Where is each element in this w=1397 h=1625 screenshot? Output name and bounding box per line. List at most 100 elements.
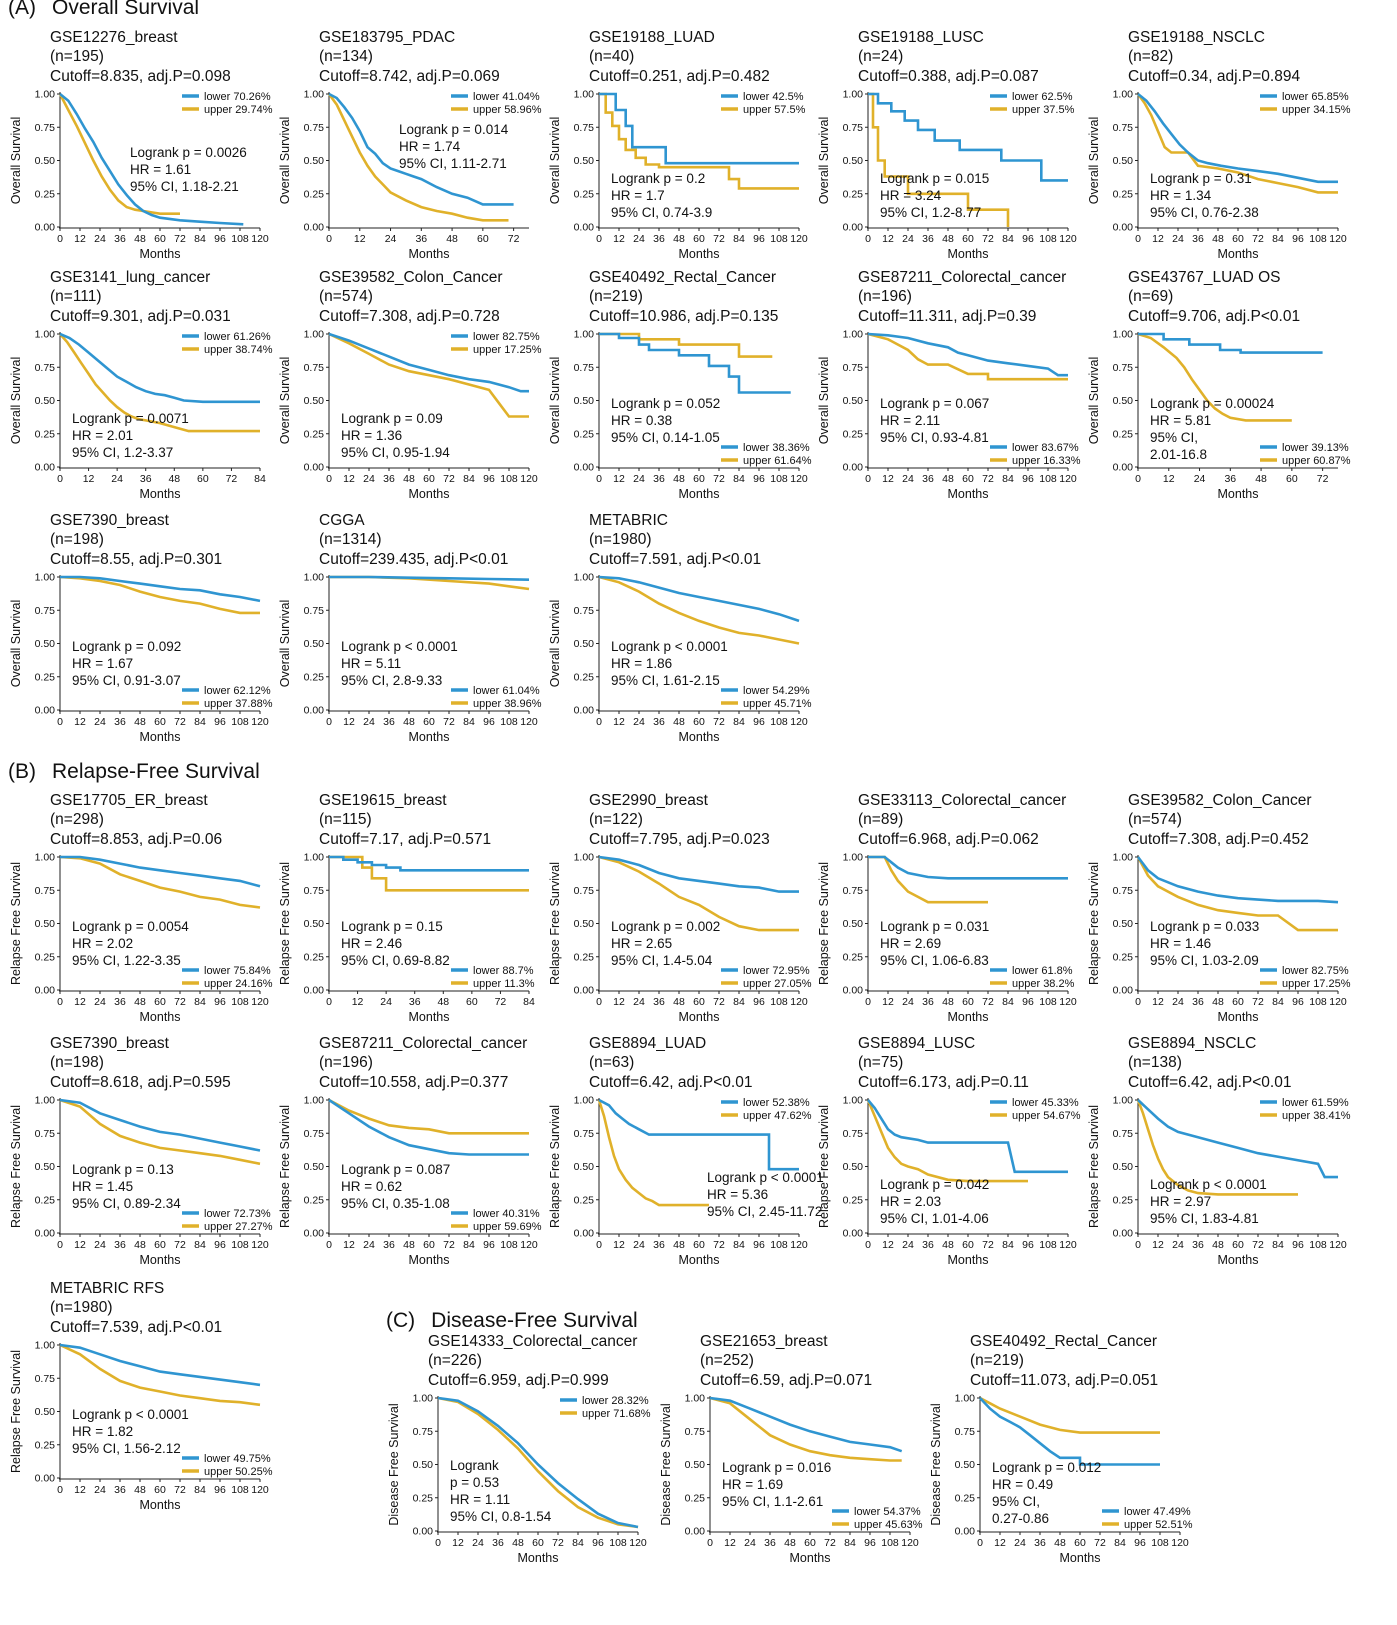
- upper-survival-curve: [1136, 856, 1338, 932]
- x-tick-label: 96: [1022, 1239, 1034, 1251]
- upper-survival-curve: [328, 332, 529, 418]
- stats-annotation-line: HR = 5.36: [707, 1187, 768, 1202]
- y-tick-label: 0.75: [35, 1128, 56, 1140]
- y-tick-label: 0.50: [574, 1161, 595, 1173]
- y-tick-label: 0.75: [35, 1373, 56, 1385]
- legend-label-lower: lower 39.13%: [1282, 442, 1349, 454]
- x-tick-label: 72: [1252, 996, 1264, 1008]
- x-axis-label: Months: [409, 487, 450, 501]
- panel-title: GSE19188_LUSC: [858, 29, 984, 46]
- x-axis-label: Months: [518, 1551, 559, 1565]
- panel-cutoff: Cutoff=7.308, adj.P=0.728: [319, 308, 500, 325]
- y-tick-label: 0.50: [843, 1161, 864, 1173]
- x-tick-label: 96: [753, 996, 765, 1008]
- x-tick-label: 60: [962, 1239, 974, 1251]
- panel-sample-size: (n=75): [858, 1054, 903, 1071]
- section-a-title: Overall Survival: [52, 0, 200, 19]
- legend-label-upper: upper 38.74%: [204, 344, 273, 356]
- y-tick-label: 1.00: [1113, 1095, 1134, 1107]
- x-tick-label: 84: [1002, 1239, 1014, 1251]
- stats-annotation-line: Logrank p = 0.087: [341, 1162, 450, 1177]
- stats-annotation-line: 95% CI, 2.45-11.72: [707, 1204, 822, 1219]
- x-tick-label: 48: [673, 1239, 685, 1251]
- legend-label-lower: lower 61.26%: [204, 331, 271, 343]
- panel-cutoff: Cutoff=8.55, adj.P=0.301: [50, 551, 222, 568]
- panel-title: GSE14333_Colorectal_cancer: [428, 1333, 637, 1350]
- x-tick-label: 12: [1152, 1239, 1164, 1251]
- y-tick-label: 0.50: [413, 1459, 434, 1471]
- legend-label-upper: upper 61.64%: [743, 455, 812, 467]
- section-b-title: Relapse-Free Survival: [52, 760, 260, 783]
- upper-survival-curve: [59, 575, 260, 615]
- lower-survival-curve: [59, 1343, 261, 1387]
- km-panel: METABRIC RFS (n=1980) Cutoff=7.539, adj.P<…: [9, 1280, 273, 1512]
- x-tick-label: 120: [1059, 233, 1077, 245]
- x-axis-label: Months: [679, 1010, 720, 1024]
- panel-title: GSE87211_Colorectal_cancer: [858, 269, 1066, 286]
- x-tick-label: 0: [977, 1537, 983, 1549]
- y-tick-label: 0.75: [304, 362, 325, 374]
- panel-cutoff: Cutoff=8.835, adj.P=0.098: [50, 68, 231, 85]
- x-tick-label: 36: [1192, 1239, 1204, 1251]
- panel-sample-size: (n=138): [1128, 1054, 1182, 1071]
- lower-survival-curve: [598, 1098, 799, 1171]
- stats-annotation-line: Logrank p = 0.09: [341, 411, 443, 426]
- stats-annotation-line: HR = 2.03: [880, 1194, 941, 1209]
- x-tick-label: 60: [154, 1239, 166, 1251]
- x-axis-label: Months: [409, 247, 450, 261]
- x-tick-label: 84: [844, 1537, 856, 1549]
- stats-annotation-line: Logrank p = 0.031: [880, 919, 989, 934]
- x-tick-label: 84: [733, 996, 745, 1008]
- x-tick-label: 48: [512, 1537, 524, 1549]
- y-tick-label: 0.25: [35, 1439, 56, 1451]
- y-tick-label: 1.00: [304, 329, 325, 341]
- x-tick-label: 12: [613, 233, 625, 245]
- x-axis-label: Months: [140, 730, 181, 744]
- upper-survival-curve: [599, 332, 773, 358]
- x-tick-label: 96: [483, 1239, 495, 1251]
- stats-annotation-line: HR = 2.69: [880, 936, 941, 951]
- x-tick-label: 48: [942, 1239, 954, 1251]
- x-tick-label: 36: [383, 473, 395, 485]
- panel-title: GSE7390_breast: [50, 512, 170, 529]
- stats-annotation-line: HR = 0.49: [992, 1477, 1053, 1492]
- x-tick-label: 120: [251, 1484, 269, 1496]
- y-tick-label: 0.50: [1113, 155, 1134, 167]
- y-axis-label: Overall Survival: [278, 117, 292, 205]
- x-tick-label: 72: [443, 1239, 455, 1251]
- legend-label-lower: lower 61.8%: [1012, 965, 1073, 977]
- section-b-heading: (B) Relapse-Free Survival: [8, 760, 260, 784]
- x-tick-label: 72: [226, 473, 238, 485]
- y-axis-label: Overall Survival: [548, 600, 562, 688]
- stats-annotation-line: HR = 5.11: [341, 656, 401, 671]
- x-tick-label: 84: [194, 1239, 206, 1251]
- panel-cutoff: Cutoff=0.388, adj.P=0.087: [858, 68, 1039, 85]
- y-tick-label: 0.50: [574, 638, 595, 650]
- x-tick-label: 60: [1074, 1537, 1086, 1549]
- stats-annotation-line: Logrank p = 0.31: [1150, 171, 1252, 186]
- x-tick-label: 24: [94, 996, 106, 1008]
- x-tick-label: 0: [596, 716, 602, 728]
- stats-annotation-line: Logrank p = 0.002: [611, 919, 720, 934]
- y-tick-label: 0.00: [1113, 1228, 1134, 1240]
- x-tick-label: 60: [423, 1239, 435, 1251]
- panel-cutoff: Cutoff=8.618, adj.P=0.595: [50, 1074, 231, 1091]
- legend-label-lower: lower 61.59%: [1282, 1097, 1349, 1109]
- x-tick-label: 12: [613, 473, 625, 485]
- stats-annotation-line: HR = 0.38: [611, 413, 672, 428]
- x-tick-label: 84: [194, 996, 206, 1008]
- x-tick-label: 96: [1134, 1537, 1146, 1549]
- panel-sample-size: (n=122): [589, 811, 643, 828]
- y-tick-label: 0.25: [685, 1492, 706, 1504]
- x-tick-label: 96: [1292, 996, 1304, 1008]
- x-tick-label: 48: [673, 233, 685, 245]
- x-axis-label: Months: [409, 1010, 450, 1024]
- x-tick-label: 12: [882, 233, 894, 245]
- y-tick-label: 0.25: [574, 671, 595, 683]
- y-axis-label: Relapse Free Survival: [278, 1105, 292, 1228]
- x-tick-label: 108: [231, 996, 249, 1008]
- stats-annotation-line: 95% CI, 1.83-4.81: [1150, 1211, 1259, 1226]
- upper-survival-curve: [58, 93, 180, 215]
- x-tick-label: 84: [1002, 473, 1014, 485]
- x-tick-label: 60: [693, 716, 705, 728]
